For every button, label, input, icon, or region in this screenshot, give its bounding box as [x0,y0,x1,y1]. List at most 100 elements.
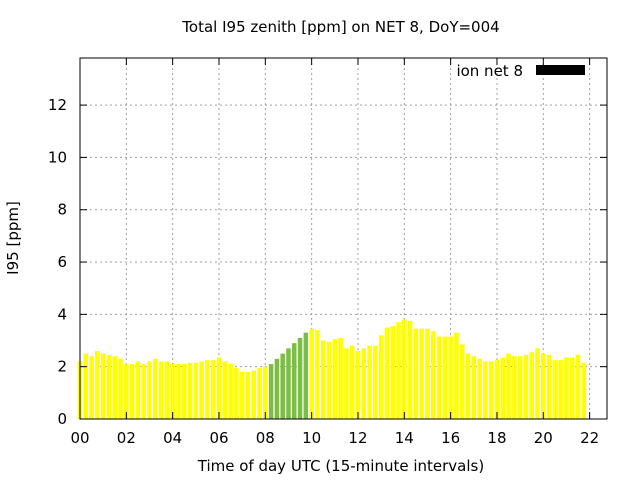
bar [465,353,471,419]
bar [147,361,152,419]
bar [216,357,222,419]
bar [396,322,401,419]
plot-border [79,57,608,420]
bar [494,360,500,419]
x-tick-label: 06 [209,429,228,447]
bar [187,362,193,419]
bar [228,364,233,419]
y-tick-label: 10 [48,148,67,166]
bar [535,348,540,419]
y-tick-label: 8 [57,201,67,219]
bar [303,332,309,419]
bar [546,354,552,419]
bar [378,335,384,419]
y-tick-label: 6 [57,253,67,271]
bar [153,358,158,419]
bar [141,364,146,419]
x-tick-label: 22 [580,429,599,447]
bar [170,364,175,419]
bar [118,358,123,419]
bar [95,350,100,419]
x-tick-label: 20 [534,429,553,447]
bar [112,356,118,419]
legend: ion net 8 [456,62,585,80]
bar [552,360,558,419]
bar [488,361,494,419]
bar [332,339,338,419]
bar [239,371,245,419]
bar [564,357,569,419]
bar [436,336,442,419]
bar [320,340,326,419]
y-axis-label: I95 [ppm] [4,201,22,275]
bar [245,371,251,419]
bar [454,332,459,419]
bar [83,353,89,419]
bar [529,352,534,419]
bar [575,354,581,419]
bar [257,367,262,419]
bar [280,353,285,419]
chart-title: Total I95 zenith [ppm] on NET 8, DoY=004 [181,18,499,36]
bar [523,354,529,419]
bar [338,337,343,419]
y-tick-label: 2 [57,358,67,376]
bar [541,353,546,419]
bar [471,356,477,419]
bar [263,366,268,419]
bar [569,357,575,419]
bar [349,345,355,419]
bar [164,361,170,419]
bar [425,328,430,419]
x-tick-label: 04 [163,429,182,447]
bar [222,361,228,419]
bar [205,360,210,419]
bar [193,362,199,419]
x-tick-label: 10 [302,429,321,447]
bar [581,362,587,419]
bar [89,356,94,419]
bar [234,367,239,419]
bar [431,331,436,419]
bar [402,319,407,419]
bar [135,361,141,419]
bar [517,356,523,419]
x-tick-label: 08 [256,429,275,447]
bar [500,357,506,419]
bar [442,336,448,419]
bar [106,354,112,419]
bar [512,356,517,419]
legend-label: ion net 8 [456,62,523,80]
bar [483,361,488,419]
bar [176,364,181,419]
bar [459,344,465,419]
y-tick-label: 12 [48,96,67,114]
bar [210,360,216,419]
bar [506,353,511,419]
x-tick-label: 00 [70,429,89,447]
bar [373,345,378,419]
bar [390,326,395,419]
bar [158,361,164,419]
bar [477,358,482,419]
bar [326,341,332,419]
bar [181,364,187,419]
x-tick-label: 18 [487,429,506,447]
x-tick-label: 02 [117,429,136,447]
bar [292,343,297,419]
bar [199,361,204,419]
x-tick-label: 16 [441,429,460,447]
bar [251,370,256,419]
y-tick-label: 4 [57,305,67,323]
bar [286,348,291,419]
bar [297,337,303,419]
bar [129,364,135,419]
bar [367,345,372,419]
y-tick-label: 0 [57,410,67,428]
bar [419,328,424,419]
bar [315,330,320,419]
bar [309,328,314,419]
bar [361,348,367,419]
